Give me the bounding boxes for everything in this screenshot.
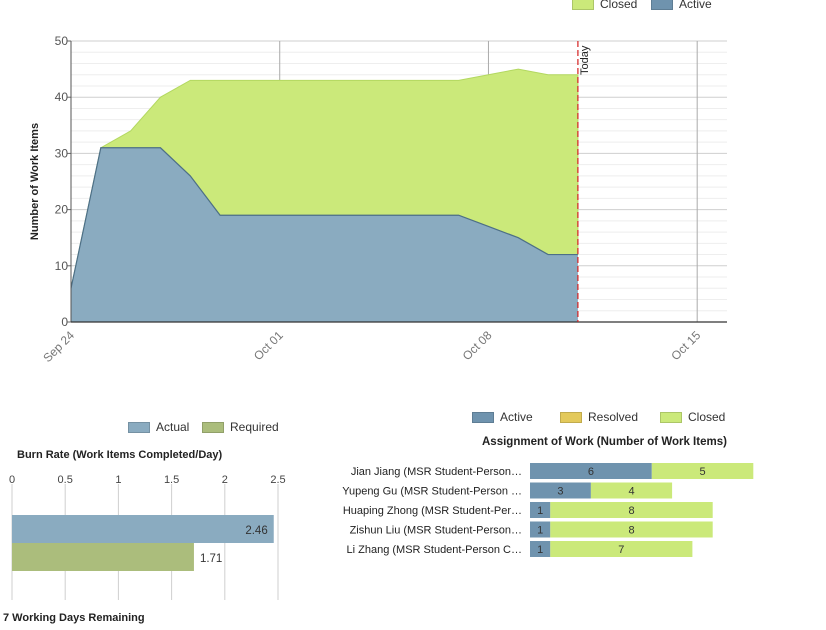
assignee-label: Huaping Zhong (MSR Student-Per… [343, 505, 522, 517]
y-tick-label: 0 [61, 315, 68, 329]
assign-bar-label: 1 [537, 544, 543, 556]
working-days-remaining: 7 Working Days Remaining [3, 612, 145, 624]
assign-bar-label: 5 [699, 466, 705, 478]
assign-bar-active [530, 502, 551, 518]
assign-bar-active [530, 482, 591, 499]
legend-actual: Actual [128, 420, 189, 434]
burn-bar-actual [12, 515, 274, 543]
assignee-label: Zishun Liu (MSR Student-Person… [350, 525, 522, 537]
legend-required-label: Required [230, 420, 279, 434]
legend-assign-active: Active [472, 410, 533, 424]
assign-bar-label: 4 [628, 486, 634, 498]
assign-bar-active [530, 463, 652, 479]
burn-bar-required [12, 543, 194, 571]
burn-tick-label: 0 [9, 474, 15, 486]
x-tick-label: Sep 24 [40, 328, 77, 365]
legend-actual-label: Actual [156, 420, 190, 434]
burn-tick-label: 2.5 [270, 474, 285, 486]
assign-bar-label: 8 [628, 525, 634, 537]
assignment-title: Assignment of Work (Number of Work Items… [482, 436, 727, 448]
y-tick-label: 40 [55, 90, 69, 104]
assign-bar-closed [651, 463, 754, 479]
legend-assign-closed-swatch [660, 411, 682, 423]
today-label: Today [579, 45, 591, 75]
x-tick-label: Oct 15 [668, 328, 703, 363]
assign-bar-closed [550, 502, 713, 518]
assign-bar-closed [550, 521, 713, 538]
legend-assign-active-swatch [472, 411, 494, 423]
x-tick-label: Oct 08 [460, 328, 495, 363]
legend-actual-swatch [128, 421, 150, 433]
burn-value-label: 2.46 [245, 525, 267, 537]
assign-bar-label: 1 [537, 525, 543, 537]
assignment-chart: Jian Jiang (MSR Student-Person… 6 5 Yupeng … [342, 463, 754, 557]
assignee-label: Yupeng Gu (MSR Student-Person … [342, 486, 522, 498]
legend-closed-label: Closed [600, 0, 638, 11]
assign-bar-active [530, 521, 551, 538]
y-tick-label: 10 [55, 259, 69, 273]
legend-assign-resolved-label: Resolved [588, 410, 639, 424]
legend-assign-active-label: Active [500, 410, 533, 424]
assign-bar-label: 6 [588, 466, 594, 478]
y-tick-label: 20 [55, 203, 69, 217]
legend-active: Active [651, 0, 712, 11]
y-tick-label: 30 [55, 146, 69, 160]
legend-assign-resolved-swatch [560, 411, 582, 423]
active-line [70, 147, 578, 289]
assign-bar-label: 8 [628, 505, 634, 517]
assignee-label: Li Zhang (MSR Student-Person C… [347, 544, 522, 556]
legend-required-swatch [202, 421, 224, 433]
assignee-label: Jian Jiang (MSR Student-Person… [351, 466, 522, 478]
burn-tick-label: 0.5 [58, 474, 73, 486]
burn-tick-label: 1 [115, 474, 121, 486]
burn-tick-label: 1.5 [164, 474, 179, 486]
legend-assign-closed-label: Closed [688, 410, 726, 424]
assign-bar-closed [550, 541, 693, 557]
legend-assign-closed: Closed [660, 410, 725, 424]
assign-bar-label: 7 [618, 544, 624, 556]
legend-closed-swatch [572, 0, 594, 10]
legend-assign-resolved: Resolved [560, 410, 638, 424]
legend-closed: Closed [572, 0, 637, 11]
burndown-area-chart: 0 10 20 30 40 50 Today Sep 24 Oct 01 Oct 08 Oct 15… [29, 34, 727, 365]
burn-rate-chart: 0 0.5 1 1.5 2 2.5 2.46 1.71 [9, 474, 286, 600]
assign-bar-label: 1 [537, 505, 543, 517]
burn-tick-label: 2 [222, 474, 228, 486]
legend-active-swatch [651, 0, 673, 10]
assign-bar-label: 3 [557, 486, 563, 498]
legend-active-label: Active [679, 0, 712, 11]
x-tick-label: Oct 01 [251, 328, 286, 363]
assign-bar-closed [590, 482, 673, 499]
active-area [71, 147, 578, 322]
y-axis-title: Number of Work Items [29, 123, 41, 240]
y-tick-label: 50 [55, 34, 69, 48]
burn-value-label: 1.71 [200, 553, 222, 565]
legend-required: Required [202, 420, 279, 434]
burn-rate-title: Burn Rate (Work Items Completed/Day) [17, 449, 223, 461]
assign-bar-active [530, 541, 551, 557]
